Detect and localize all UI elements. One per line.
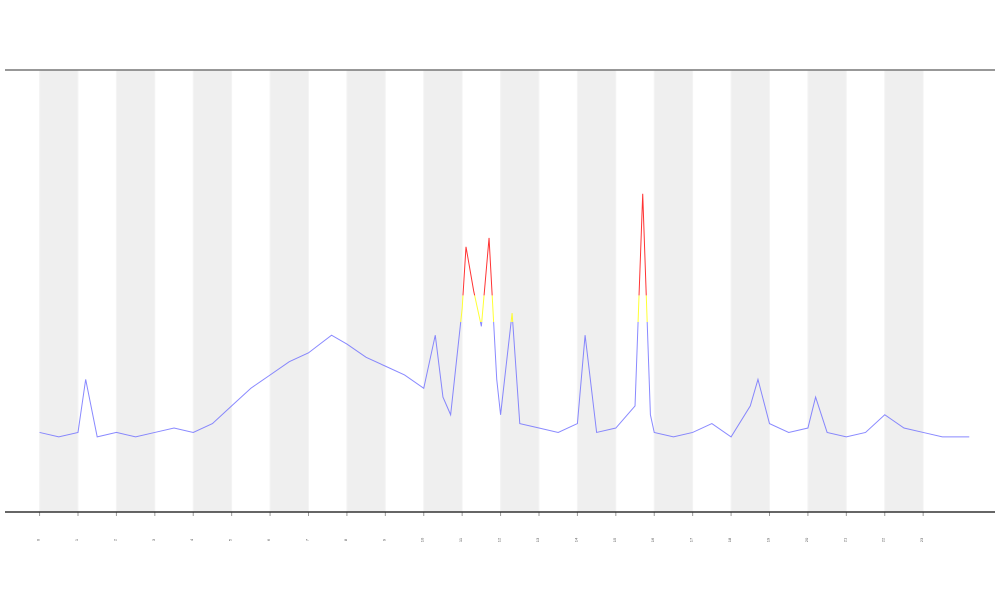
day-shade — [577, 70, 616, 512]
x-tick-label: 1 — [74, 538, 79, 541]
day-shade — [346, 70, 386, 512]
day-shade — [193, 70, 232, 512]
x-tick-label: 9 — [381, 538, 386, 541]
x-tick-label: 19 — [765, 537, 770, 542]
day-shade — [807, 70, 847, 512]
x-tick-label: 23 — [919, 537, 924, 542]
x-tick-label: 6 — [266, 538, 271, 541]
x-tick-label: 10 — [420, 537, 425, 542]
day-shade — [423, 70, 463, 512]
day-shade — [116, 70, 155, 512]
day-shade — [731, 70, 770, 512]
day-shade — [884, 70, 924, 512]
x-tick-label: 20 — [804, 537, 809, 542]
x-tick-label: 22 — [881, 537, 886, 542]
x-tick-label: 13 — [535, 537, 540, 542]
x-tick-label: 17 — [689, 537, 694, 542]
x-tick-label: 3 — [151, 538, 156, 541]
x-tick-label: 18 — [727, 537, 732, 542]
x-tick-label: 8 — [343, 538, 348, 541]
day-shade — [39, 70, 78, 512]
day-shade — [270, 70, 309, 512]
x-tick-label: 16 — [650, 537, 655, 542]
x-tick-label: 4 — [189, 538, 194, 541]
x-tick-label: 11 — [458, 537, 463, 542]
x-tick-label: 7 — [304, 538, 309, 541]
x-tick-label: 14 — [573, 537, 578, 542]
day-shade — [500, 70, 539, 512]
x-tick-label: 5 — [228, 538, 233, 541]
x-tick-label: 2 — [112, 538, 117, 541]
series-line — [39, 321, 970, 438]
x-tick-label: 0 — [36, 538, 41, 541]
x-tick-label: 15 — [612, 537, 617, 542]
x-tick-label: 12 — [497, 537, 502, 542]
x-tick-label: 21 — [842, 537, 847, 542]
day-shade — [654, 70, 693, 512]
